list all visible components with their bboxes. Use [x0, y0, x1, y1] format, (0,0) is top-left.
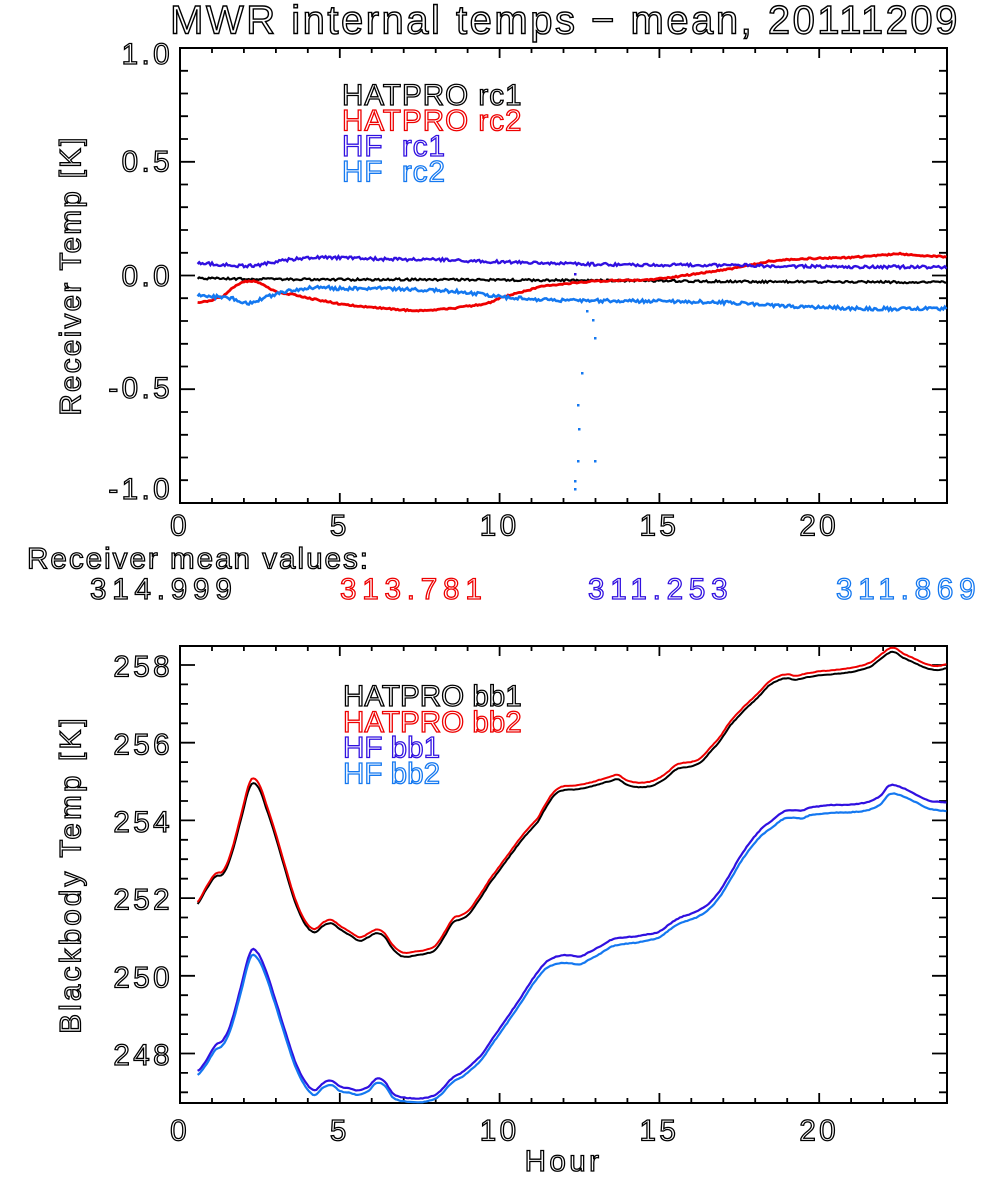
svg-text:311.253: 311.253: [588, 573, 733, 606]
svg-text:Receiver Temp [K]: Receiver Temp [K]: [55, 135, 88, 415]
svg-text:0.5: 0.5: [122, 146, 173, 179]
svg-text:254: 254: [113, 806, 173, 839]
svg-text:10: 10: [480, 1115, 520, 1148]
svg-text:Receiver mean values:: Receiver mean values:: [27, 543, 370, 576]
svg-text:Blackbody Temp [K]: Blackbody Temp [K]: [55, 715, 88, 1034]
svg-text:5: 5: [330, 510, 350, 543]
svg-text:HATPRO rc1: HATPRO rc1: [342, 79, 522, 112]
svg-text:HF bb2: HF bb2: [343, 758, 440, 791]
svg-text:HF rc1: HF rc1: [342, 130, 446, 163]
svg-text:0: 0: [170, 510, 190, 543]
svg-text:MWR internal temps − mean, 201: MWR internal temps − mean, 20111209: [170, 0, 960, 43]
svg-text:-1.0: -1.0: [108, 473, 173, 506]
svg-text:252: 252: [113, 884, 173, 917]
svg-text:311.869: 311.869: [836, 573, 981, 606]
svg-text:0: 0: [170, 1115, 190, 1148]
svg-text:HATPRO rc2: HATPRO rc2: [342, 105, 522, 138]
svg-text:HATPRO bb1: HATPRO bb1: [343, 680, 522, 713]
svg-text:10: 10: [480, 510, 520, 543]
svg-text:313.781: 313.781: [340, 573, 488, 606]
svg-text:256: 256: [113, 728, 173, 761]
svg-text:Hour: Hour: [525, 1145, 603, 1178]
svg-text:20: 20: [799, 1115, 839, 1148]
svg-text:5: 5: [330, 1115, 350, 1148]
svg-text:20: 20: [799, 510, 839, 543]
svg-text:15: 15: [640, 1115, 680, 1148]
svg-text:15: 15: [640, 510, 680, 543]
svg-text:HF bb1: HF bb1: [343, 732, 440, 765]
svg-text:0.0: 0.0: [122, 260, 173, 293]
svg-text:HF rc2: HF rc2: [342, 156, 446, 189]
svg-text:248: 248: [113, 1039, 173, 1072]
svg-text:314.999: 314.999: [90, 573, 238, 606]
svg-text:1.0: 1.0: [122, 38, 173, 71]
svg-text:-0.5: -0.5: [108, 372, 173, 405]
svg-text:258: 258: [113, 651, 173, 684]
svg-text:HATPRO bb2: HATPRO bb2: [343, 706, 522, 739]
svg-text:250: 250: [113, 961, 173, 994]
